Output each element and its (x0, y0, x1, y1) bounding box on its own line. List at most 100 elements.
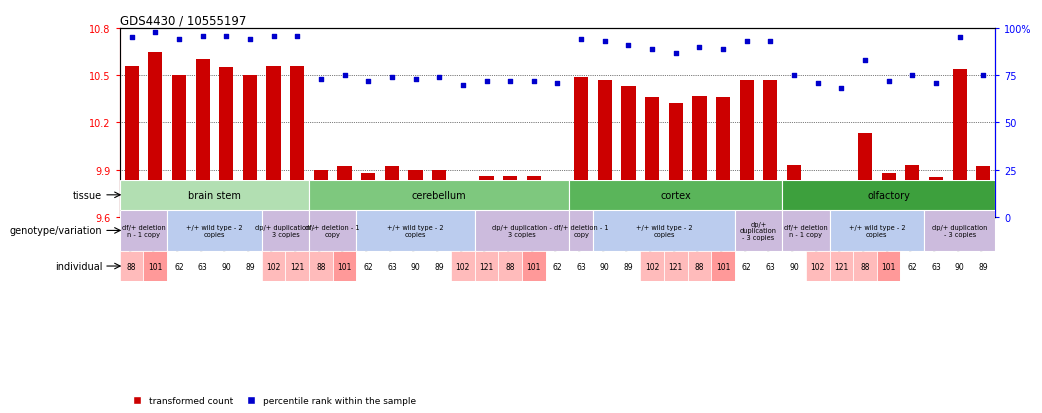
Bar (309, 252, 332, 281)
Text: df/+ deletion - 1
copy: df/+ deletion - 1 copy (305, 225, 359, 237)
Point (739, 39, 755, 45)
Bar (764, 81, 777, 217)
Text: df/+ deletion
n - 1 copy: df/+ deletion n - 1 copy (784, 225, 827, 237)
Text: 88: 88 (505, 262, 515, 271)
Text: 101: 101 (882, 262, 896, 271)
Bar (167, 252, 191, 281)
Text: dp/+ duplication -
3 copies: dp/+ duplication - 3 copies (492, 225, 552, 237)
Text: 89: 89 (435, 262, 444, 271)
Bar (716, 98, 730, 217)
Bar (455, 192, 470, 217)
Bar (835, 202, 848, 217)
Text: 101: 101 (148, 262, 163, 271)
Point (266, 33, 282, 40)
Bar (356, 252, 380, 281)
Bar (664, 252, 688, 281)
Bar (669, 104, 683, 217)
Bar (829, 210, 924, 252)
Bar (526, 176, 541, 217)
Text: 62: 62 (908, 262, 917, 271)
Text: GDS4430 / 10555197: GDS4430 / 10555197 (120, 15, 246, 28)
Text: individual: individual (55, 261, 102, 271)
Text: 88: 88 (127, 262, 137, 271)
Bar (924, 252, 948, 281)
Bar (427, 252, 451, 281)
Text: 89: 89 (978, 262, 988, 271)
Point (691, 45, 708, 51)
Point (454, 82, 471, 89)
Text: genotype/variation: genotype/variation (9, 226, 102, 236)
Bar (735, 210, 783, 252)
Bar (574, 78, 589, 217)
Bar (125, 66, 139, 217)
Text: cortex: cortex (661, 190, 691, 200)
Text: 88: 88 (316, 262, 326, 271)
Bar (593, 252, 617, 281)
Point (880, 78, 897, 85)
Point (525, 78, 542, 85)
Point (147, 29, 164, 36)
Bar (475, 210, 569, 252)
Bar (759, 252, 783, 281)
Text: 63: 63 (198, 262, 207, 271)
Bar (621, 87, 636, 217)
Bar (546, 252, 569, 281)
Text: brain stem: brain stem (188, 190, 241, 200)
Bar (928, 178, 943, 217)
Bar (900, 252, 924, 281)
Bar (971, 252, 995, 281)
Point (975, 73, 992, 79)
Point (123, 35, 140, 42)
Text: 90: 90 (221, 262, 231, 271)
Bar (432, 170, 446, 217)
Bar (976, 167, 990, 217)
Text: 90: 90 (789, 262, 799, 271)
Text: 102: 102 (645, 262, 660, 271)
Bar (451, 252, 475, 281)
Text: 63: 63 (576, 262, 586, 271)
Bar (120, 252, 144, 281)
Text: dp/+
duplication
- 3 copies: dp/+ duplication - 3 copies (740, 221, 777, 240)
Point (407, 76, 424, 83)
Point (289, 33, 305, 40)
Bar (853, 252, 876, 281)
Bar (309, 210, 356, 252)
Bar (243, 76, 257, 217)
Text: dp/+ duplication
- 3 copies: dp/+ duplication - 3 copies (932, 225, 988, 237)
Point (833, 86, 849, 93)
Bar (692, 96, 706, 217)
Bar (475, 252, 498, 281)
Bar (267, 66, 280, 217)
Bar (262, 252, 286, 281)
Bar (384, 167, 399, 217)
Bar (262, 210, 309, 252)
Text: 62: 62 (552, 262, 563, 271)
Point (644, 46, 661, 53)
Legend: transformed count, percentile rank within the sample: transformed count, percentile rank withi… (124, 392, 420, 408)
Bar (811, 186, 825, 217)
Bar (783, 180, 995, 210)
Text: +/+ wild type - 2
copies: +/+ wild type - 2 copies (187, 225, 243, 237)
Bar (550, 184, 565, 217)
Point (668, 50, 685, 57)
Point (218, 33, 234, 40)
Bar (952, 70, 967, 217)
Text: 90: 90 (600, 262, 610, 271)
Text: 121: 121 (669, 262, 683, 271)
Text: df/+ deletion
n - 1 copy: df/+ deletion n - 1 copy (122, 225, 166, 237)
Text: 63: 63 (387, 262, 397, 271)
Point (337, 73, 353, 79)
Bar (593, 210, 735, 252)
Point (596, 39, 613, 45)
Bar (215, 252, 239, 281)
Bar (408, 170, 423, 217)
Bar (948, 252, 971, 281)
Bar (167, 210, 262, 252)
Bar (522, 252, 546, 281)
Bar (740, 81, 753, 217)
Point (430, 75, 447, 81)
Point (359, 78, 376, 85)
Point (313, 76, 329, 83)
Point (951, 35, 968, 42)
Bar (569, 210, 593, 252)
